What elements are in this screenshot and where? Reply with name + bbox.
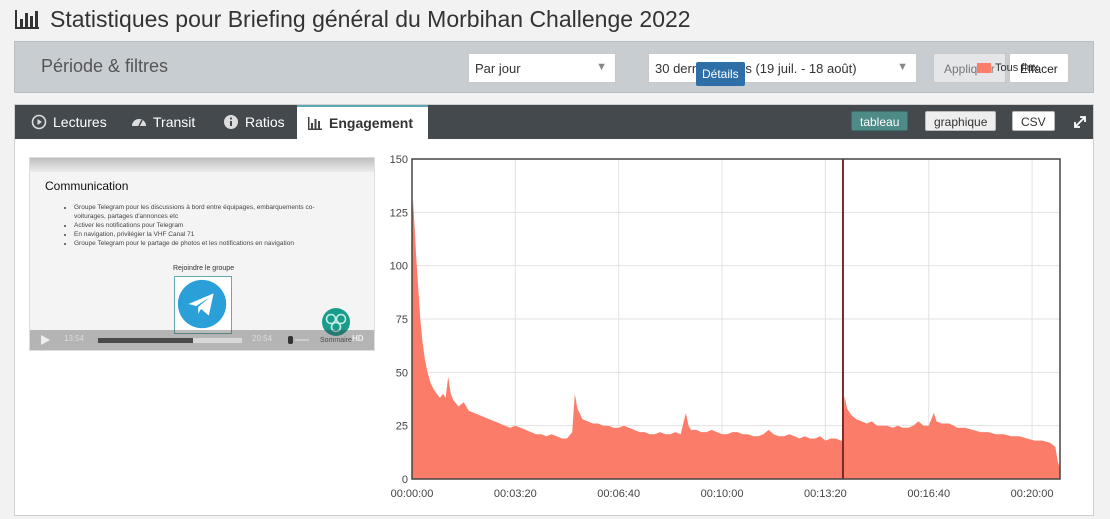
tab-bar: Lectures Transit Ratios — [15, 105, 1093, 139]
x-tick-label: 00:10:00 — [701, 488, 744, 500]
tab-transit[interactable]: Transit — [121, 105, 205, 139]
play-icon[interactable] — [39, 334, 51, 346]
chevron-down-icon: ▼ — [596, 61, 607, 73]
filters-bar: Période & filtres Par jour ▼ 30 derniers… — [14, 41, 1094, 93]
tab-label: Transit — [153, 114, 196, 130]
period-select[interactable]: 30 derniers jours (19 juil. - 18 août) ▼ — [648, 53, 917, 83]
telegram-logo — [174, 276, 232, 334]
x-tick-label: 00:03:20 — [494, 488, 537, 500]
legend-swatch — [977, 63, 991, 73]
list-item: En navigation, privilégier la VHF Canal … — [74, 230, 332, 239]
clear-button[interactable]: Effacer — [1009, 53, 1069, 83]
stats-panel: Lectures Transit Ratios — [14, 104, 1094, 516]
view-table-button[interactable]: tableau — [851, 111, 909, 131]
x-tick-label: 00:13:20 — [804, 488, 847, 500]
series-area-tous-flux — [412, 199, 1060, 479]
y-tick-label: 150 — [390, 154, 408, 166]
tab-label: Ratios — [245, 114, 285, 130]
page-header: Statistiques pour Briefing général du Mo… — [14, 0, 1104, 38]
list-item: Groupe Telegram pour les discussions à b… — [74, 203, 332, 221]
expand-icon[interactable] — [1072, 114, 1088, 130]
list-item: Activer les notifications pour Telegram — [74, 221, 332, 230]
volume-icon[interactable] — [288, 335, 310, 345]
tab-label: Engagement — [329, 115, 414, 131]
slide-bullets: Groupe Telegram pour les discussions à b… — [62, 203, 332, 248]
y-tick-label: 100 — [390, 261, 408, 273]
dashboard-icon — [132, 119, 146, 127]
bar-chart-icon — [308, 117, 322, 130]
telegram-icon — [177, 279, 227, 329]
video-progress-fill — [98, 338, 194, 343]
tab-lectures[interactable]: Lectures — [21, 105, 117, 139]
video-progress-bar[interactable] — [98, 338, 242, 343]
x-tick-label: 00:16:40 — [907, 488, 950, 500]
plot-frame — [411, 158, 1061, 480]
y-tick-label: 75 — [396, 314, 408, 326]
granularity-value: Par jour — [475, 61, 521, 76]
filters-title: Période & filtres — [41, 56, 169, 76]
tab-label: Lectures — [53, 114, 107, 130]
current-time: 13:54 — [64, 334, 85, 343]
slide-title: Communication — [45, 179, 129, 193]
granularity-select[interactable]: Par jour ▼ — [468, 53, 616, 83]
list-item: Groupe Telegram pour le partage de photo… — [74, 239, 332, 248]
legend-label: Tous flux — [995, 62, 1039, 74]
video-controls: 13:54 20:54 HD — [30, 330, 374, 350]
period-value: 30 derniers jours (19 juil. - 18 août) — [655, 61, 857, 76]
engagement-chart: 0 25 50 75 100 125 150 00:00:00 00:03:20 00:06:40… — [390, 154, 1061, 500]
play-circle-icon — [31, 114, 47, 130]
x-tick-label: 00:06:40 — [597, 488, 640, 500]
y-tick-label: 125 — [390, 207, 408, 219]
video-player[interactable]: Communication Groupe Telegram pour les d… — [29, 157, 375, 351]
export-csv-button[interactable]: CSV — [1012, 111, 1055, 131]
chart-legend[interactable]: Tous flux — [977, 62, 1038, 74]
bar-chart-icon — [15, 10, 39, 29]
page-title: Statistiques pour Briefing général du Mo… — [50, 5, 691, 32]
video-duration: 20:54 — [252, 334, 273, 343]
tab-engagement[interactable]: Engagement — [297, 105, 428, 139]
chevron-down-icon: ▼ — [897, 61, 908, 73]
triskel-logo-icon — [322, 308, 350, 336]
x-tick-label: 00:20:00 — [1011, 488, 1054, 500]
video-top-bar — [30, 158, 374, 172]
view-graph-button[interactable]: graphique — [925, 111, 997, 131]
tab-ratios[interactable]: Ratios — [213, 105, 295, 139]
y-tick-label: 50 — [396, 367, 408, 379]
y-tick-label: 0 — [402, 474, 408, 486]
y-tick-label: 25 — [396, 421, 408, 433]
hd-toggle[interactable]: HD — [352, 334, 364, 343]
details-button[interactable]: Détails — [696, 62, 745, 86]
join-group-link: Rejoindre le groupe — [173, 265, 235, 272]
logo-caption: Sommaire — [320, 337, 352, 344]
info-circle-icon — [224, 115, 238, 129]
x-tick-label: 00:00:00 — [391, 488, 434, 500]
